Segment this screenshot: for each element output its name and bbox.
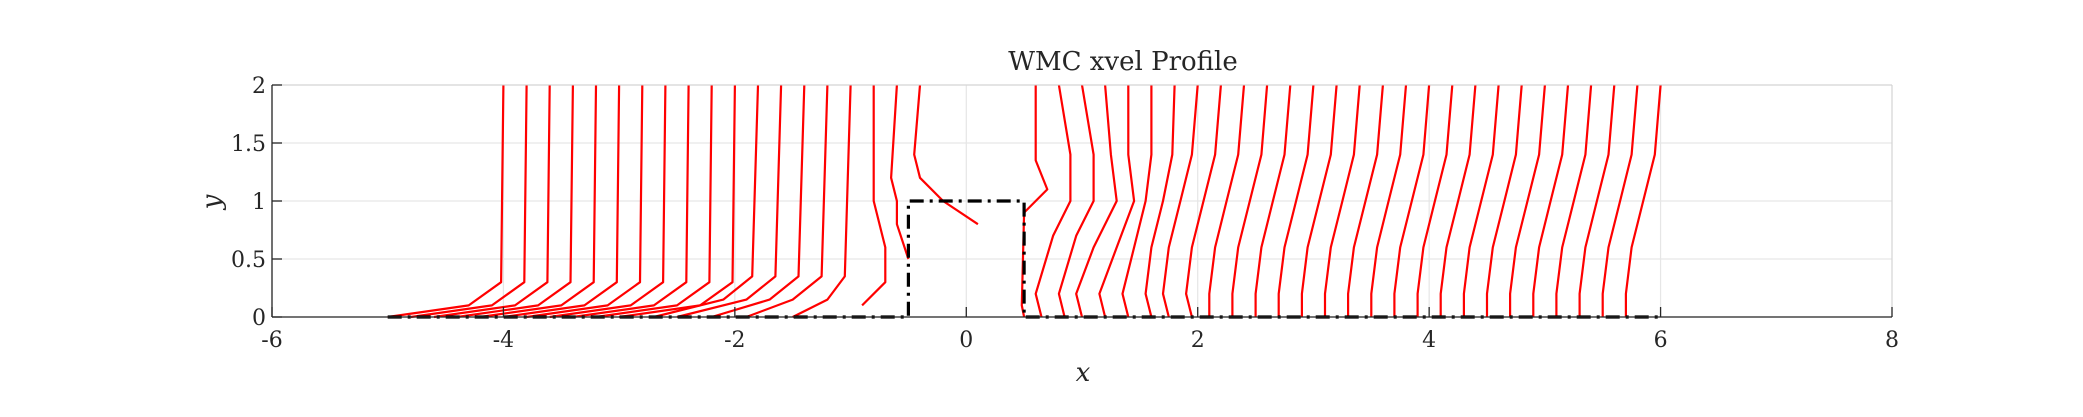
- chart-title: WMC xvel Profile: [1008, 47, 1237, 77]
- velocity-profile-line: [1075, 84, 1118, 318]
- velocity-profile-line: [1393, 84, 1431, 317]
- velocity-profile-line: [1057, 84, 1095, 318]
- velocity-profile-line: [1300, 84, 1338, 317]
- x-tick-label: -4: [493, 328, 514, 353]
- velocity-profile-line: [595, 84, 713, 319]
- velocity-profile-line: [1208, 84, 1246, 317]
- velocity-profile-line: [1462, 84, 1500, 317]
- velocity-profile-line: [1416, 84, 1454, 317]
- x-tick-labels: -6 -4 -2 0 2 4 6 8: [261, 328, 1899, 353]
- velocity-profile-line: [549, 84, 667, 319]
- velocity-profile-line: [1323, 84, 1361, 317]
- velocity-profile-line: [503, 84, 621, 319]
- velocity-profile-line: [1277, 84, 1315, 317]
- velocity-profile-line: [792, 84, 852, 318]
- x-tick-label: 4: [1422, 328, 1436, 353]
- velocity-profiles: [387, 84, 1662, 319]
- velocity-profile-line: [1161, 84, 1199, 318]
- velocity-profile-line: [1184, 84, 1222, 318]
- velocity-profile-line: [889, 84, 910, 260]
- velocity-profile-line: [1624, 84, 1662, 317]
- velocity-profile-line: [676, 84, 783, 319]
- velocity-profile-line: [526, 84, 644, 319]
- velocity-profile-line: [711, 84, 806, 319]
- y-axis-label: y: [197, 194, 227, 210]
- velocity-profile-line: [1439, 84, 1477, 317]
- y-tick-label: 2: [252, 74, 266, 99]
- velocity-profile-line: [1346, 84, 1384, 317]
- velocity-profile-line: [1231, 84, 1269, 317]
- x-tick-label: 2: [1191, 328, 1205, 353]
- velocity-profile-line: [618, 84, 736, 319]
- velocity-profile-line: [572, 84, 690, 319]
- velocity-profile-line: [1532, 84, 1570, 317]
- y-tick-labels: 0 0.5 1 1.5 2: [231, 74, 266, 331]
- velocity-profile-line: [1601, 84, 1639, 317]
- velocity-profile-line: [410, 84, 528, 319]
- x-tick-label: 8: [1885, 328, 1899, 353]
- x-axis-label: x: [1076, 358, 1091, 388]
- velocity-profile-line: [1485, 84, 1523, 317]
- velocity-profile-line: [1555, 84, 1593, 317]
- velocity-profile-line: [861, 85, 887, 307]
- y-tick-label: 1.5: [231, 132, 266, 157]
- velocity-profile-line: [1098, 85, 1136, 318]
- velocity-profile-line: [1121, 85, 1153, 318]
- y-tick-label: 1: [252, 190, 266, 215]
- velocity-profile-line: [746, 84, 829, 319]
- velocity-profile-line: [1578, 84, 1616, 317]
- velocity-profile-line: [913, 84, 979, 226]
- velocity-profile-line: [1254, 84, 1292, 317]
- velocity-profile-line: [1020, 85, 1049, 318]
- x-tick-label: 0: [959, 328, 973, 353]
- velocity-profile-line: [1508, 84, 1546, 317]
- velocity-profile-line: [433, 84, 551, 319]
- velocity-profile-line: [480, 84, 598, 319]
- velocity-profile-line: [1034, 84, 1072, 318]
- x-tick-label: 6: [1654, 328, 1668, 353]
- velocity-profile-line: [653, 84, 760, 319]
- y-tick-label: 0: [252, 306, 266, 331]
- velocity-profile-line: [387, 84, 505, 319]
- velocity-profile-line: [1370, 84, 1408, 317]
- x-tick-label: -2: [724, 328, 745, 353]
- x-tick-label: -6: [261, 328, 282, 353]
- velocity-profile-line: [456, 84, 574, 319]
- y-tick-label: 0.5: [231, 248, 266, 273]
- velocity-profile-line: [1144, 84, 1176, 318]
- axes: [271, 84, 1893, 318]
